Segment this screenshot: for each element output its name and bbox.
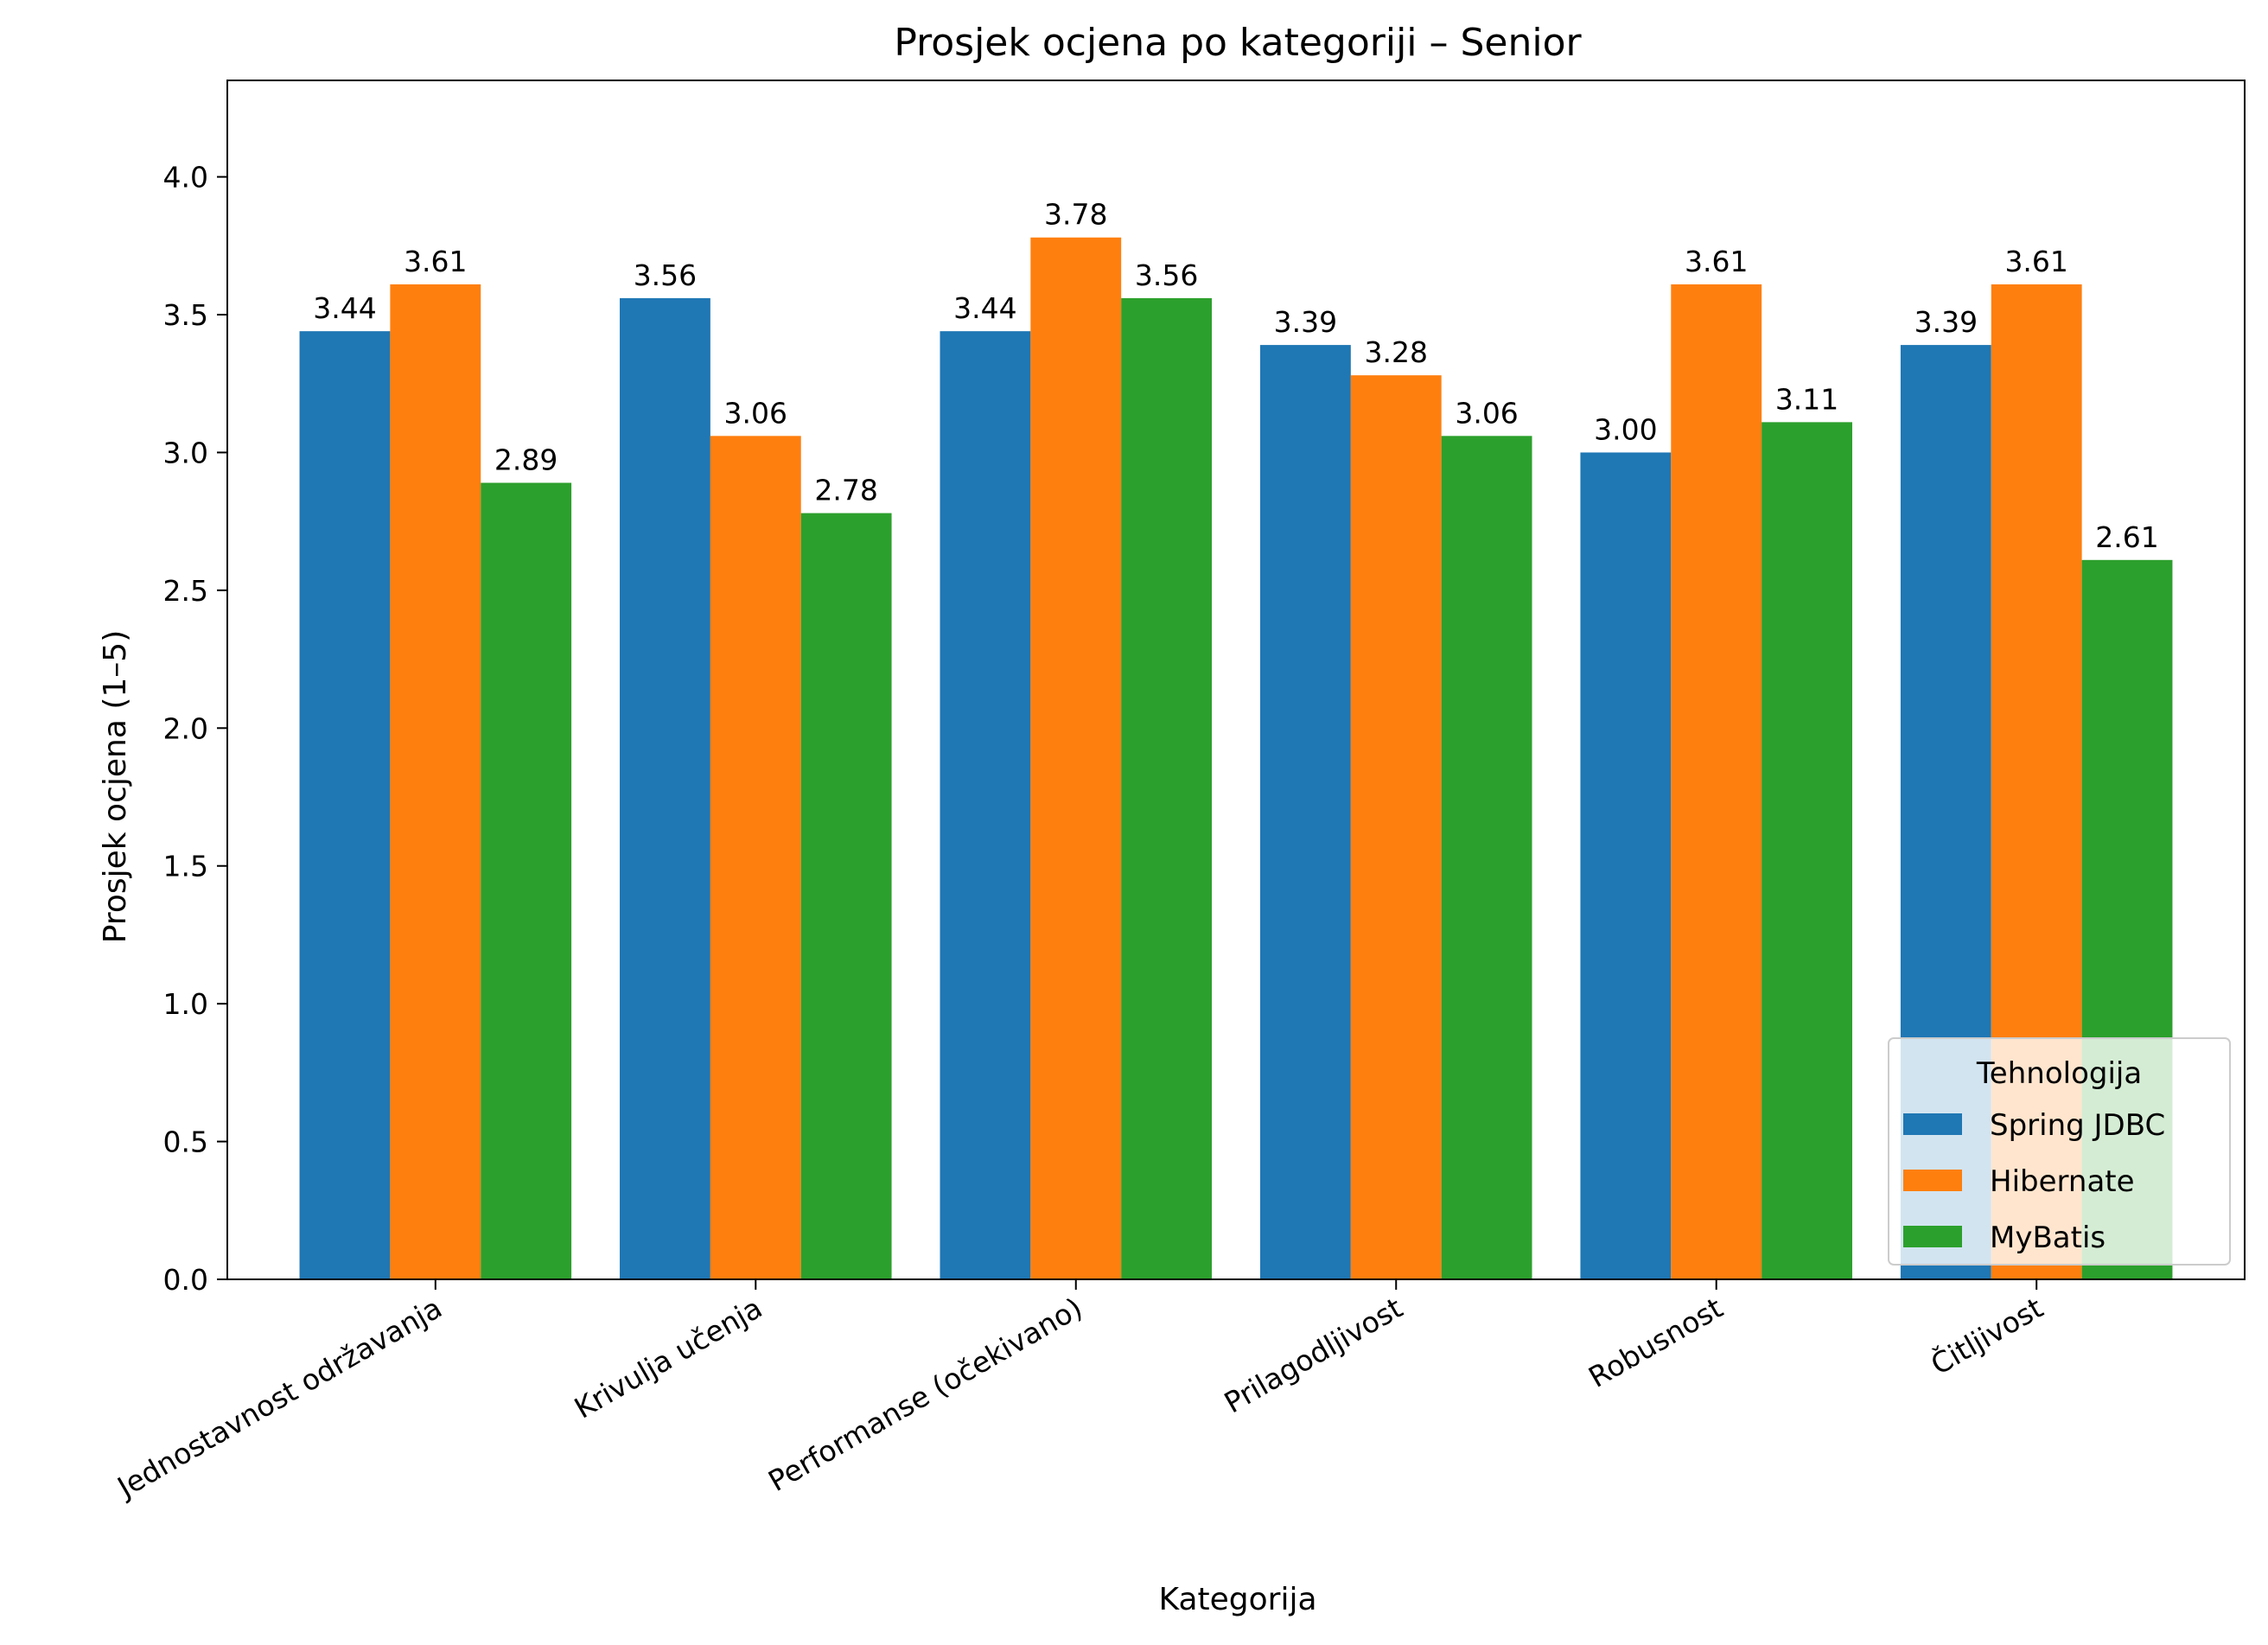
y-tick-label: 2.5 [163,574,208,608]
legend-entry-label: Spring JDBC [1990,1108,2165,1143]
bar [1030,237,1122,1279]
y-tick-label: 3.0 [163,436,208,469]
legend-swatch [1903,1170,1962,1191]
bar-value-label: 3.44 [953,291,1016,325]
x-axis-label: Kategorija [1158,1582,1316,1617]
legend-swatch [1903,1226,1962,1247]
bar-value-label: 3.11 [1775,382,1838,416]
bar-value-label: 3.28 [1364,335,1427,369]
bar-value-label: 3.39 [1274,305,1337,339]
y-tick-label: 1.0 [163,987,208,1021]
bar [1580,452,1672,1279]
bar-value-label: 3.56 [1135,258,1198,292]
bar-value-label: 3.06 [724,396,787,430]
axes-frame [226,80,2246,1280]
y-tick-label: 0.5 [163,1125,208,1159]
y-axis: 0.0 0.5 1.0 1.5 2.0 2.5 3.0 3.5 4.0 [163,161,227,1297]
legend-entry-label: Hibernate [1990,1164,2135,1199]
bar-value-label: 2.61 [2095,520,2158,554]
y-tick-label: 3.5 [163,298,208,332]
legend-box [1888,1037,2231,1266]
bar-value-label: 3.44 [313,291,376,325]
bar-value-label: 2.89 [494,443,557,477]
legend-entry-label: MyBatis [1990,1221,2106,1255]
bar [1350,375,1442,1279]
y-tick-label: 0.0 [163,1263,208,1297]
chart-title: Prosjek ocjena po kategoriji – Senior [894,21,1582,65]
y-tick-label: 4.0 [163,161,208,194]
bar-value-label: 3.00 [1594,412,1657,446]
bar [800,513,892,1279]
bar-value-label: 3.61 [2004,245,2067,278]
bar [1121,297,1213,1279]
bar [620,297,710,1279]
bar [1259,345,1351,1279]
bar [481,482,572,1279]
bar-value-label: 3.06 [1455,396,1518,430]
bar [390,284,481,1279]
bar-value-label: 3.56 [634,258,697,292]
bar-value-label: 3.61 [1685,245,1748,278]
bar [1762,422,1852,1279]
bar [299,331,391,1279]
y-tick-label: 2.0 [163,711,208,745]
bar [940,331,1031,1279]
bar [1671,284,1762,1279]
bar-value-label: 2.78 [814,474,877,507]
legend-title: Tehnologija [1976,1056,2142,1091]
legend-swatch [1903,1113,1962,1135]
plot-area: 3.44 3.56 3.44 3.39 3.00 3.39 3.61 3.06 3.78 3.28… [226,80,2246,1280]
y-tick-label: 1.5 [163,850,208,883]
bar-value-label: 3.61 [404,245,467,278]
bar-value-label: 3.78 [1044,198,1107,232]
bar-value-label: 3.39 [1914,305,1978,339]
y-axis-label: Prosjek ocjena (1–5) [98,630,133,944]
legend: Tehnologija Spring JDBC Hibernate MyBatis [1888,1037,2231,1266]
bar [1441,436,1532,1279]
bar [710,436,801,1279]
